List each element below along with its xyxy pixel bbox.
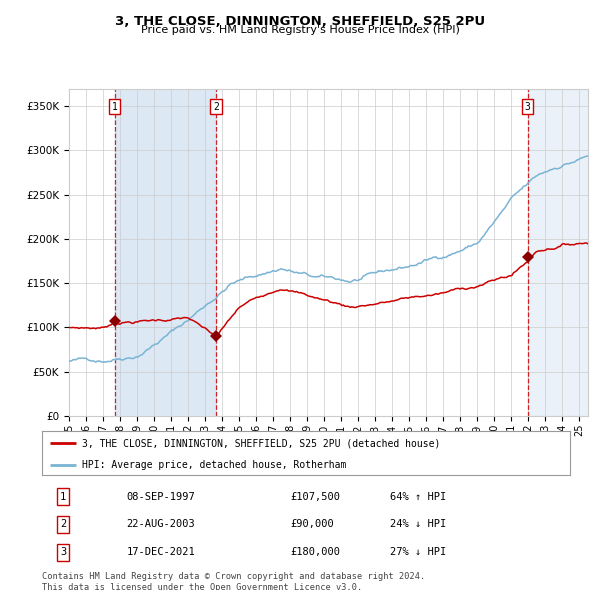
Text: 1: 1: [112, 101, 118, 112]
Text: £90,000: £90,000: [290, 519, 334, 529]
Text: 3: 3: [60, 548, 66, 558]
Text: HPI: Average price, detached house, Rotherham: HPI: Average price, detached house, Roth…: [82, 460, 346, 470]
Text: 2: 2: [60, 519, 66, 529]
Text: £180,000: £180,000: [290, 548, 340, 558]
Text: Price paid vs. HM Land Registry's House Price Index (HPI): Price paid vs. HM Land Registry's House …: [140, 25, 460, 35]
Text: 08-SEP-1997: 08-SEP-1997: [127, 491, 195, 502]
Text: This data is licensed under the Open Government Licence v3.0.: This data is licensed under the Open Gov…: [42, 583, 362, 590]
Text: 2: 2: [213, 101, 219, 112]
Text: 1: 1: [60, 491, 66, 502]
Text: 17-DEC-2021: 17-DEC-2021: [127, 548, 195, 558]
Text: 27% ↓ HPI: 27% ↓ HPI: [391, 548, 447, 558]
Text: Contains HM Land Registry data © Crown copyright and database right 2024.: Contains HM Land Registry data © Crown c…: [42, 572, 425, 581]
Text: 22-AUG-2003: 22-AUG-2003: [127, 519, 195, 529]
Bar: [528, 88, 588, 416]
Text: 24% ↓ HPI: 24% ↓ HPI: [391, 519, 447, 529]
Text: 3, THE CLOSE, DINNINGTON, SHEFFIELD, S25 2PU: 3, THE CLOSE, DINNINGTON, SHEFFIELD, S25…: [115, 15, 485, 28]
Text: £107,500: £107,500: [290, 491, 340, 502]
Text: 64% ↑ HPI: 64% ↑ HPI: [391, 491, 447, 502]
Text: 3: 3: [525, 101, 530, 112]
Text: 3, THE CLOSE, DINNINGTON, SHEFFIELD, S25 2PU (detached house): 3, THE CLOSE, DINNINGTON, SHEFFIELD, S25…: [82, 438, 440, 448]
Bar: [115, 88, 216, 416]
